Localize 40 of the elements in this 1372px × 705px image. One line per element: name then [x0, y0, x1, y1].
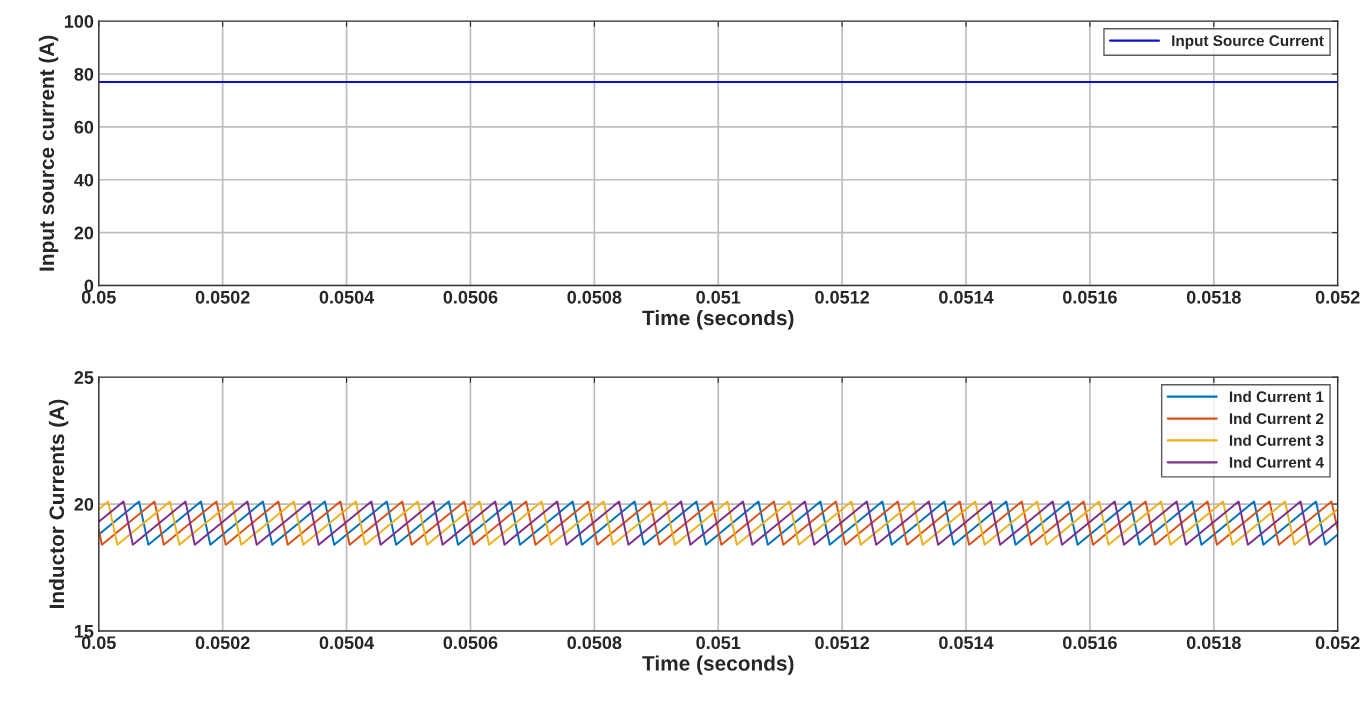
x-tick-label: 0.0502 [195, 636, 250, 650]
x-tick-label: 0.0512 [815, 290, 870, 304]
x-tick-label: 0.051 [696, 290, 741, 304]
legend-label: Ind Current 4 [1229, 456, 1324, 468]
y-tick-label: 25 [74, 371, 94, 384]
x-tick-label: 0.0506 [443, 636, 498, 650]
y-tick-label: 100 [64, 15, 94, 28]
y-tick-label: 40 [74, 173, 94, 187]
y-tick-label: 15 [74, 625, 94, 638]
x-tick-label: 0.0504 [319, 290, 375, 304]
y-tick-label: 60 [74, 120, 94, 134]
y-tick-label: 0 [84, 279, 94, 293]
x-axis-title: Time (seconds) [642, 310, 794, 330]
y-tick-label: 80 [74, 67, 94, 81]
x-tick-label: 0.052 [1315, 636, 1360, 650]
x-tick-label: 0.0508 [567, 636, 622, 650]
y-tick-label: 20 [74, 498, 94, 511]
x-tick-label: 0.0518 [1186, 636, 1241, 650]
x-tick-label: 0.0506 [443, 290, 498, 304]
x-tick-label: 0.0516 [1063, 636, 1117, 650]
x-tick-label: 0.0512 [815, 636, 870, 650]
legend-label: Input Source Current [1172, 35, 1324, 50]
x-tick-label: 0.0518 [1186, 290, 1241, 304]
x-tick-label: 0.05 [81, 290, 116, 304]
x-tick-label: 0.0502 [195, 290, 250, 304]
x-tick-label: 0.0514 [939, 290, 994, 304]
x-tick-label: 0.0516 [1063, 290, 1117, 304]
x-axis-title: Time (seconds) [642, 655, 794, 675]
legend-label: Ind Current 1 [1229, 390, 1324, 403]
y-tick-label: 20 [74, 226, 94, 240]
legend-label: Ind Current 2 [1229, 412, 1324, 425]
x-tick-label: 0.0508 [567, 290, 622, 304]
x-tick-label: 0.0504 [319, 636, 375, 650]
x-tick-label: 0.051 [696, 636, 741, 650]
x-tick-label: 0.0514 [939, 636, 994, 650]
y-axis-title: Inductor Currents (A) [48, 399, 69, 608]
y-axis-title: Input source current (A) [38, 35, 59, 271]
x-tick-label: 0.052 [1315, 290, 1360, 304]
legend-label: Ind Current 3 [1229, 434, 1324, 446]
x-tick-label: 0.05 [81, 636, 116, 650]
